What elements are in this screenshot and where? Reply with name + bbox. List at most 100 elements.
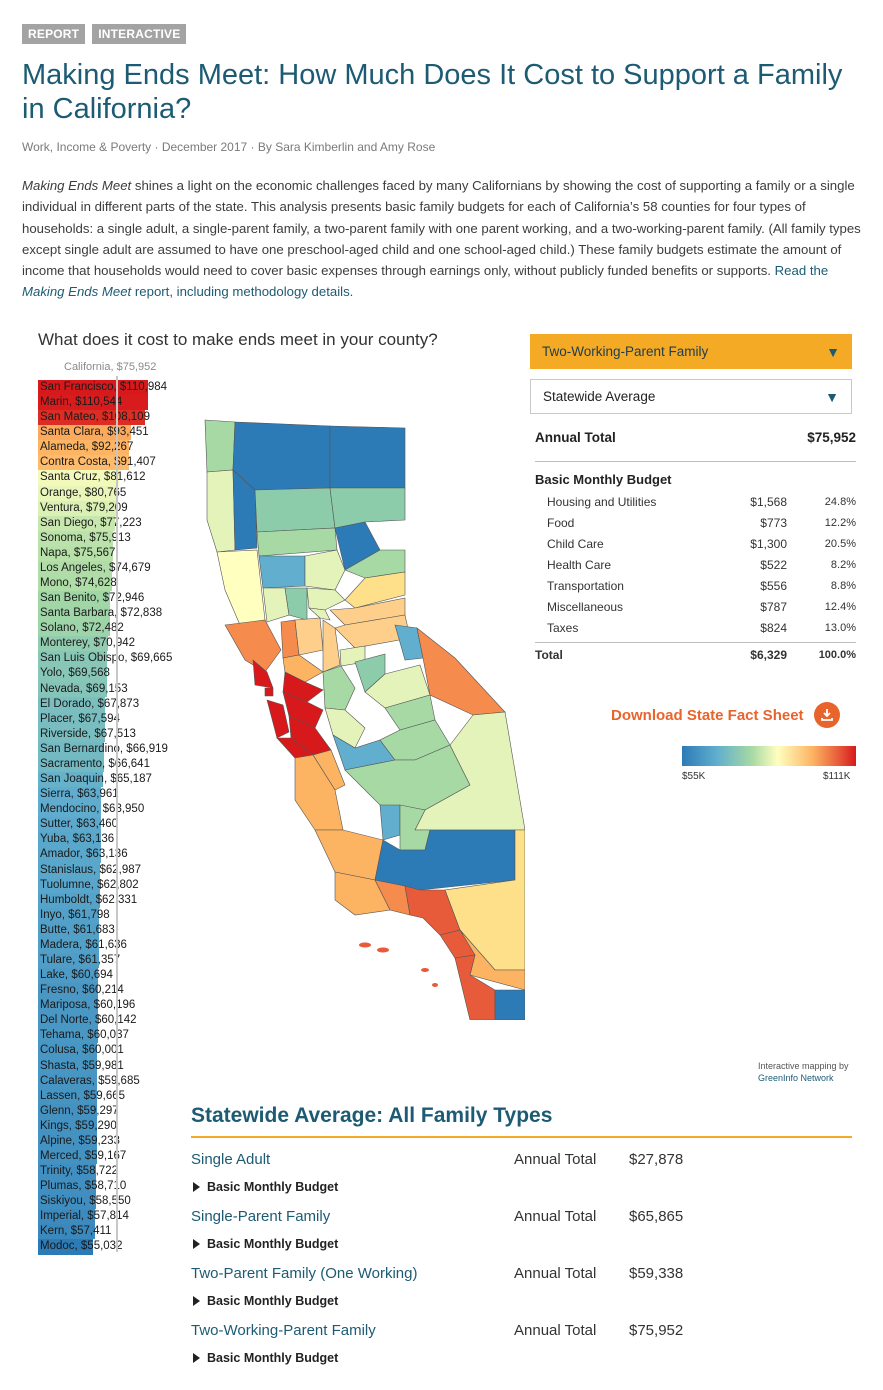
county-kern[interactable] (374, 829, 516, 891)
county-imperial[interactable] (494, 989, 525, 1020)
county-bar-row[interactable]: San Mateo, $108,109 (38, 410, 188, 426)
interactive-tag[interactable]: INTERACTIVE (92, 24, 187, 44)
county-bar-row[interactable]: Contra Costa, $91,407 (38, 455, 188, 471)
county-bar-row[interactable]: Solano, $72,482 (38, 621, 188, 637)
county-bar-row[interactable]: Del Norte, $60,142 (38, 1013, 188, 1029)
county-bar-row[interactable]: Humboldt, $62,331 (38, 892, 188, 908)
county-bar-row[interactable]: Calaveras, $59,685 (38, 1073, 188, 1089)
county-bar-row[interactable]: Alpine, $59,233 (38, 1133, 188, 1149)
county-bar-row[interactable]: Butte, $61,683 (38, 922, 188, 938)
county-bar-row[interactable]: Los Angeles, $74,679 (38, 560, 188, 577)
county-bar-row[interactable]: Mariposa, $60,196 (38, 998, 188, 1014)
county-bar-row[interactable]: Yuba, $63,136 (38, 832, 188, 848)
county-shasta[interactable] (254, 487, 336, 533)
family-type-dropdown[interactable]: Two-Working-Parent Family ▼ (530, 334, 852, 369)
county-bar-row[interactable]: Tuolumne, $62,802 (38, 877, 188, 893)
county-bar-row[interactable]: Sacramento, $66,641 (38, 756, 188, 773)
county-bar-row[interactable]: Sonoma, $75,913 (38, 530, 188, 546)
county-bar-row[interactable]: Shasta, $59,981 (38, 1058, 188, 1074)
county-san-francisco[interactable] (264, 687, 274, 697)
county-yolo[interactable] (294, 617, 324, 656)
california-county-map[interactable] (195, 410, 525, 1020)
county-bar-row[interactable]: Napa, $75,567 (38, 545, 188, 561)
county-bar-row[interactable]: Lassen, $59,665 (38, 1088, 188, 1104)
monthly-budget-toggle[interactable]: Basic Monthly Budget (193, 1351, 338, 1365)
county-solano[interactable] (282, 654, 324, 683)
county-bar-row[interactable]: Modoc, $55,032 (38, 1239, 188, 1255)
county-bar-row[interactable]: Marin, $110,544 (38, 395, 188, 411)
county-tehama[interactable] (256, 527, 338, 557)
family-type-name[interactable]: Single Adult (191, 1151, 271, 1168)
county-bar-row[interactable]: Glenn, $59,297 (38, 1103, 188, 1119)
county-bar-row[interactable]: Alameda, $92,267 (38, 440, 188, 456)
county-bar-row[interactable]: San Luis Obispo, $69,665 (38, 651, 188, 667)
report-tag[interactable]: REPORT (22, 24, 86, 44)
county-alameda[interactable] (282, 691, 324, 729)
county-bar-row[interactable]: Santa Clara, $93,451 (38, 425, 188, 441)
county-bar-row[interactable]: Tehama, $60,037 (38, 1028, 188, 1044)
county-bar-row[interactable]: Trinity, $58,722 (38, 1164, 188, 1180)
county-bar-row[interactable]: San Bernardino, $66,919 (38, 741, 188, 757)
county-sonoma[interactable] (224, 619, 282, 673)
county-bar-row[interactable]: Placer, $67,594 (38, 711, 188, 727)
family-type-name[interactable]: Single-Parent Family (191, 1208, 331, 1225)
county-bar-row[interactable]: Santa Barbara, $72,838 (38, 606, 188, 622)
county-bar-row[interactable]: Siskiyou, $58,550 (38, 1194, 188, 1210)
county-bar-row[interactable]: Nevada, $69,153 (38, 681, 188, 697)
county-del-norte[interactable] (204, 419, 236, 473)
county-glenn[interactable] (258, 555, 306, 589)
county-bar-row[interactable]: Madera, $61,636 (38, 937, 188, 953)
county-san-luis-obispo[interactable] (314, 829, 384, 881)
family-type-name[interactable]: Two-Working-Parent Family (191, 1322, 376, 1339)
county-bar-row[interactable]: Merced, $59,167 (38, 1148, 188, 1165)
county-trinity[interactable] (232, 469, 258, 551)
county-bar-row[interactable]: Tulare, $61,357 (38, 952, 188, 969)
county-bar-row[interactable]: Riverside, $67,513 (38, 726, 188, 742)
family-type-name[interactable]: Two-Parent Family (One Working) (191, 1265, 418, 1282)
county-kings[interactable] (379, 804, 401, 841)
county-bar-row[interactable]: Kern, $57,411 (38, 1224, 188, 1240)
county-contra-costa[interactable] (282, 671, 324, 703)
county-lassen[interactable] (329, 487, 406, 529)
county-bar-row[interactable]: Mendocino, $63,950 (38, 802, 188, 818)
county-bar-row[interactable]: Lake, $60,694 (38, 968, 188, 984)
county-placer[interactable] (329, 597, 406, 626)
county-sacramento[interactable] (322, 619, 341, 673)
county-bar-row[interactable]: Sutter, $63,460 (38, 817, 188, 833)
county-bar-row[interactable]: Monterey, $70,942 (38, 636, 188, 652)
county-mendocino[interactable] (216, 549, 266, 626)
county-bar-row[interactable]: Colusa, $60,001 (38, 1043, 188, 1059)
monthly-budget-toggle[interactable]: Basic Monthly Budget (193, 1237, 338, 1251)
monthly-budget-toggle[interactable]: Basic Monthly Budget (193, 1180, 338, 1194)
county-bar-row[interactable]: Imperial, $57,814 (38, 1209, 188, 1225)
monthly-budget-toggle[interactable]: Basic Monthly Budget (193, 1294, 338, 1308)
county-bar-row[interactable]: Santa Cruz, $81,612 (38, 470, 188, 486)
county-sierra[interactable] (344, 549, 406, 579)
county-lake[interactable] (262, 587, 290, 623)
county-san-mateo[interactable] (266, 699, 290, 739)
county-modoc[interactable] (329, 425, 406, 489)
county-butte[interactable] (304, 549, 346, 591)
county-bar-row[interactable]: El Dorado, $67,873 (38, 696, 188, 712)
region-dropdown[interactable]: Statewide Average ▼ (530, 379, 852, 414)
greeninfo-link[interactable]: GreenInfo Network (758, 1073, 834, 1083)
county-bar-row[interactable]: San Joaquin, $65,187 (38, 772, 188, 788)
county-bar-row[interactable]: Ventura, $79,209 (38, 500, 188, 516)
county-humboldt[interactable] (206, 469, 236, 553)
county-bar-row[interactable]: Yolo, $69,568 (38, 666, 188, 682)
county-bar-row[interactable]: San Diego, $77,223 (38, 515, 188, 531)
county-bar-row[interactable]: Orange, $80,765 (38, 485, 188, 501)
county-nevada[interactable] (344, 571, 406, 609)
download-fact-sheet-link[interactable]: Download State Fact Sheet (611, 702, 840, 728)
county-sutter[interactable] (308, 607, 331, 621)
county-bar-row[interactable]: Amador, $63,136 (38, 847, 188, 863)
county-yuba[interactable] (306, 587, 346, 611)
county-bar-row[interactable]: Fresno, $60,214 (38, 983, 188, 999)
county-siskiyou[interactable] (232, 421, 331, 491)
county-bar-row[interactable]: Inyo, $61,798 (38, 907, 188, 923)
county-stanislaus[interactable] (324, 707, 366, 749)
county-bar-row[interactable]: Plumas, $58,710 (38, 1179, 188, 1195)
county-bar-row[interactable]: Mono, $74,628 (38, 576, 188, 592)
county-tuolumne[interactable] (364, 664, 431, 709)
report-link[interactable]: Read the Making Ends Meet report, includ… (22, 263, 828, 299)
